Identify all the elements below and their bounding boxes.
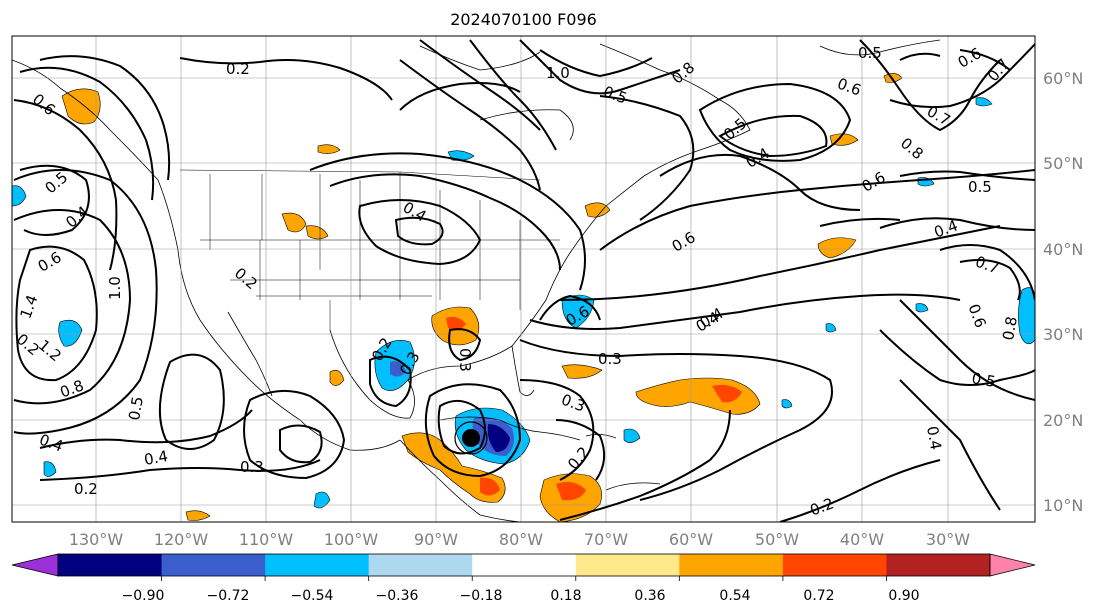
svg-text:0.3: 0.3 [456,348,474,372]
svg-text:0.4: 0.4 [923,425,945,452]
lon-label: 80°W [499,530,543,549]
svg-text:0.3: 0.3 [598,350,622,368]
colorbar-segment [265,554,370,576]
lat-label: 40°N [1043,240,1083,259]
colorbar-segment [679,554,784,576]
lat-label: 30°N [1043,325,1083,344]
colorbar-segment [886,554,991,576]
colorbar-tick-label: 0.18 [550,588,581,604]
latitude-labels: 60°N 50°N 40°N 30°N 20°N 10°N [1043,69,1083,515]
lat-label: 20°N [1043,411,1083,430]
colorbar-segment [575,554,680,576]
colorbar-segment [58,554,163,576]
lon-label: 130°W [69,530,124,549]
svg-text:0.2: 0.2 [74,480,98,498]
colorbar-tick-label: 0.72 [803,588,834,604]
shaded-field [12,73,1035,522]
colorbar-tick-label: −0.90 [122,588,165,604]
lon-label: 40°W [840,530,884,549]
longitude-labels: 130°W 120°W 110°W 100°W 90°W 80°W 70°W 6… [69,530,970,549]
colorbar-tick-label: −0.36 [376,588,419,604]
svg-text:0.2: 0.2 [226,60,250,78]
svg-text:0.5: 0.5 [858,44,882,62]
svg-text:0.4: 0.4 [143,447,170,469]
lat-label: 10°N [1043,496,1083,515]
svg-text:0.8: 0.8 [999,315,1021,342]
lon-label: 50°W [755,530,799,549]
svg-text:1.0: 1.0 [106,276,124,300]
svg-text:1.0: 1.0 [546,64,570,82]
lon-label: 60°W [669,530,713,549]
svg-text:0.3: 0.3 [240,458,264,476]
storm-center-marker [454,421,488,455]
colorbar-outline [57,553,991,577]
colorbar-extend-high [989,553,1036,577]
colorbar-tick-label: 0.54 [719,588,750,604]
lat-label: 50°N [1043,154,1083,173]
colorbar-extend-low [11,553,59,577]
colorbar-tick-label: −0.54 [291,588,334,604]
svg-text:0.5: 0.5 [968,178,992,196]
colorbar-tick-label: 0.90 [888,588,919,604]
svg-text:0.5: 0.5 [125,395,147,422]
colorbar-segment [368,554,473,576]
lon-label: 30°W [926,530,970,549]
map-frame [11,35,1036,523]
svg-text:0.5: 0.5 [970,369,997,391]
lon-label: 70°W [584,530,628,549]
map-title: 2024070100 F096 [450,10,597,29]
colorbar-tick-labels: −0.90 −0.72 −0.54 −0.36 −0.18 0.18 0.36 … [122,588,920,604]
colorbar-tick-label: 0.36 [634,588,665,604]
lon-label: 110°W [239,530,294,549]
colorbar-segment [782,554,887,576]
lon-label: 90°W [414,530,458,549]
colorbar-segment [161,554,266,576]
colorbar-tick-label: −0.18 [460,588,503,604]
state-borders [179,169,560,330]
lon-label: 120°W [154,530,209,549]
colorbar-tick-label: −0.72 [207,588,250,604]
colorbar [11,553,1036,581]
contour-lines [13,39,1035,522]
colorbar-segment [472,554,577,576]
lon-label: 100°W [324,530,379,549]
lat-label: 60°N [1043,69,1083,88]
